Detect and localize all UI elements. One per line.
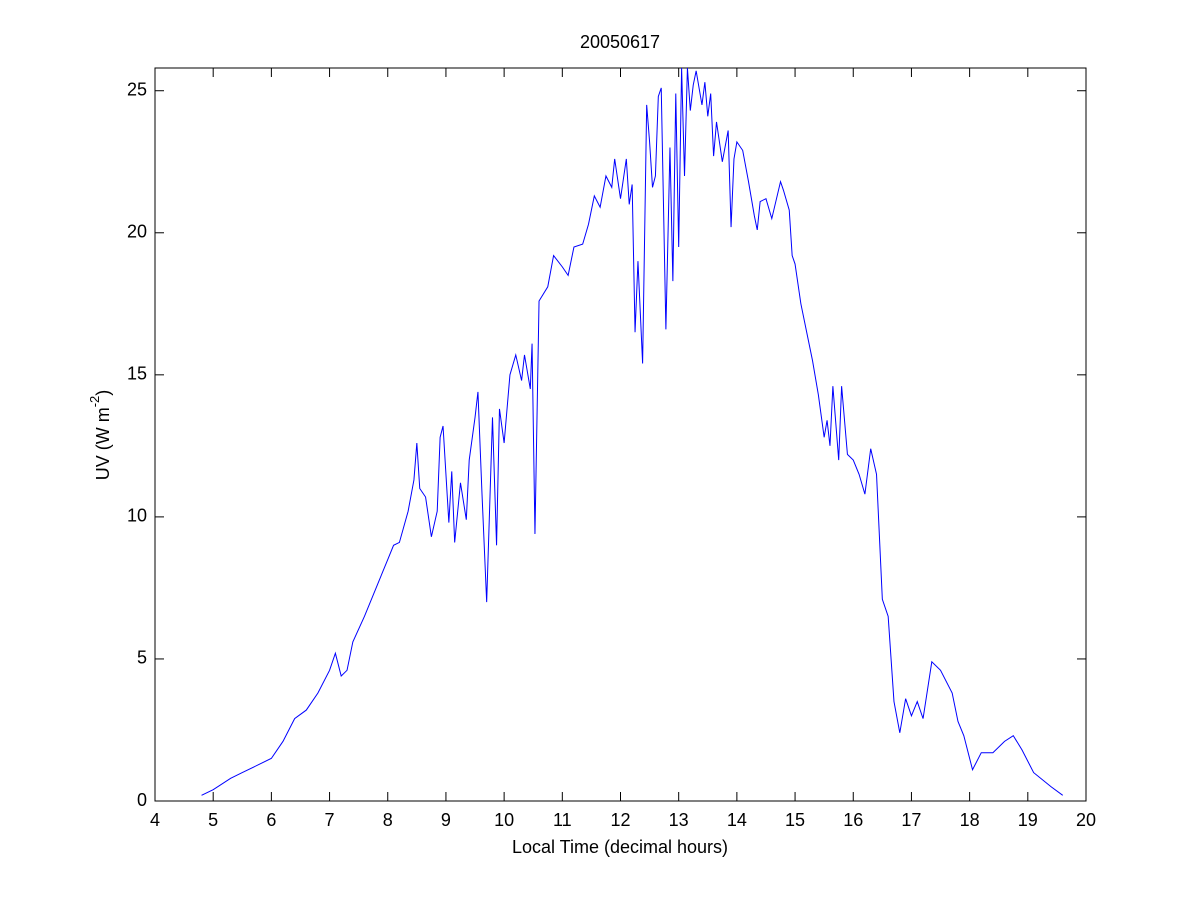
- y-label-text: UV (W m: [93, 407, 113, 480]
- y-label-superscript: -2: [87, 396, 102, 408]
- line: [201, 67, 1064, 796]
- x-tick-label: 19: [1018, 810, 1038, 830]
- x-tick-label: 16: [843, 810, 863, 830]
- x-tick-label: 10: [494, 810, 514, 830]
- x-tick-label: 20: [1076, 810, 1096, 830]
- x-axis-label: Local Time (decimal hours): [512, 837, 728, 857]
- x-tick-label: 14: [727, 810, 747, 830]
- x-tick-label: 17: [901, 810, 921, 830]
- y-tick-label: 15: [127, 364, 147, 384]
- chart-title: 20050617: [580, 32, 660, 52]
- x-tick-label: 15: [785, 810, 805, 830]
- y-tick-label: 20: [127, 222, 147, 242]
- x-tick-label: 4: [150, 810, 160, 830]
- y-tick-label: 10: [127, 506, 147, 526]
- y-tick-label: 25: [127, 79, 147, 99]
- x-tick-label: 13: [669, 810, 689, 830]
- x-tick-label: 6: [266, 810, 276, 830]
- x-tick-label: 7: [325, 810, 335, 830]
- x-tick-label: 8: [383, 810, 393, 830]
- x-tick-label: 5: [208, 810, 218, 830]
- plot-area: [154, 67, 1087, 802]
- x-tick-label: 9: [441, 810, 451, 830]
- y-tick-label: 0: [137, 790, 147, 810]
- x-tick-label: 11: [553, 810, 572, 830]
- x-tick-label: 18: [960, 810, 980, 830]
- x-tick-label: 12: [610, 810, 630, 830]
- y-label-suffix: ): [93, 390, 113, 396]
- y-axis-label: UV (W m-2): [87, 390, 112, 481]
- y-tick-label: 5: [137, 648, 147, 668]
